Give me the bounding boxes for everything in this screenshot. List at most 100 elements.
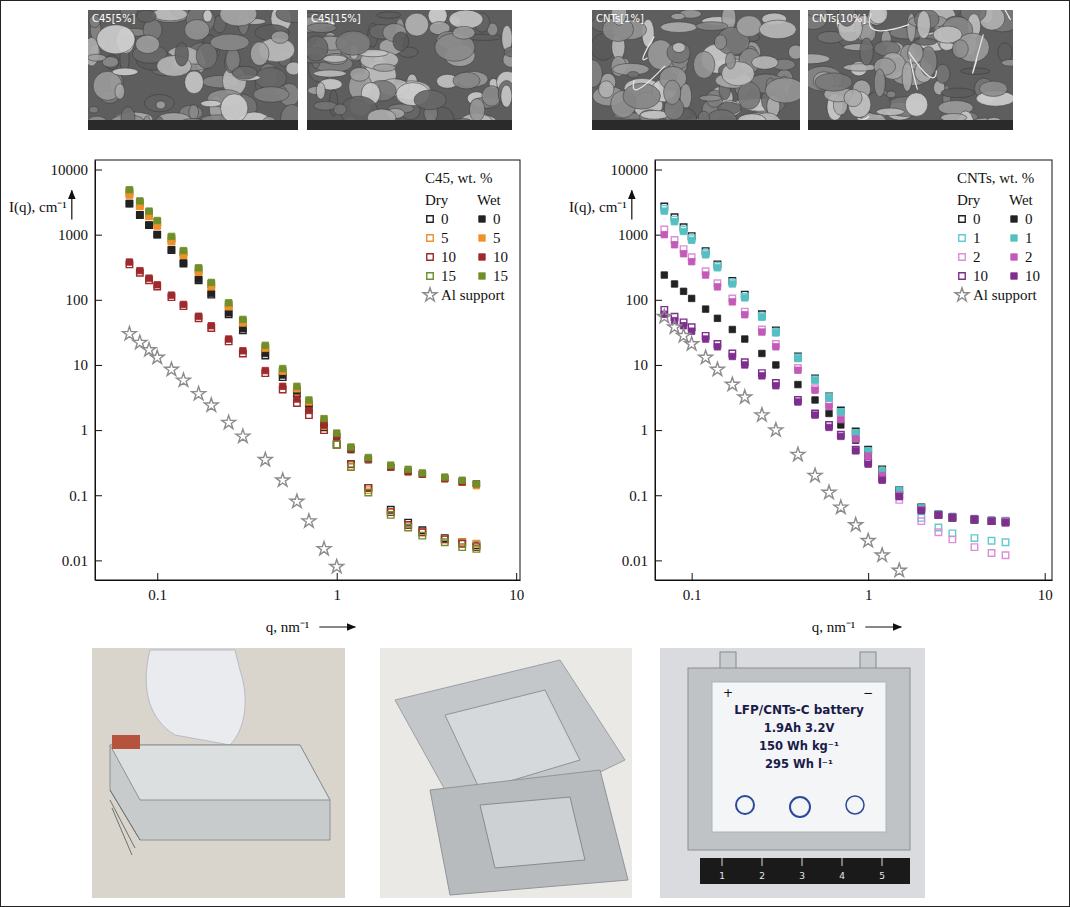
data-point <box>949 515 955 521</box>
data-point <box>688 237 694 243</box>
sem-background <box>307 10 512 130</box>
x-axis-tick: 0.1 <box>683 573 702 603</box>
sem-grain <box>673 43 686 53</box>
data-point <box>168 246 174 252</box>
ruler-label: 2 <box>759 871 765 881</box>
terminal-sign: − <box>863 686 873 700</box>
data-point <box>685 337 699 350</box>
sem-grain <box>952 40 968 58</box>
legend-label: Al support <box>973 287 1038 303</box>
data-point <box>755 408 769 421</box>
data-point <box>236 429 250 442</box>
data-point <box>262 342 268 348</box>
data-point <box>154 231 160 237</box>
data-point <box>473 481 479 487</box>
x-axis-tick-label: 1 <box>333 587 341 603</box>
data-point <box>146 275 152 281</box>
y-axis-tick-mark <box>95 235 102 236</box>
data-point <box>262 367 268 373</box>
data-point <box>852 430 858 436</box>
photo-battery-tab <box>112 735 140 749</box>
data-point <box>208 279 214 285</box>
legend-marker <box>427 235 433 241</box>
data-point <box>192 387 206 400</box>
chart: 0.11100.010.1110100100010000q, nm⁻¹I(q),… <box>9 160 524 635</box>
legend-label: 0 <box>441 211 449 227</box>
data-point <box>988 518 994 524</box>
data-point <box>317 542 331 555</box>
sem-grain <box>97 25 135 54</box>
data-point <box>838 416 844 422</box>
sem-grain <box>271 31 289 44</box>
data-point <box>225 300 231 306</box>
sem-grain <box>671 13 685 19</box>
data-point <box>702 252 708 258</box>
sem-grain <box>405 13 429 36</box>
data-point <box>875 548 889 561</box>
sem-grain <box>453 26 476 39</box>
ruler-tick <box>882 858 883 866</box>
photo-battery-hand <box>92 648 345 898</box>
y-axis-tick-mark <box>655 495 662 496</box>
legend: CNTs, wt. %DryWet0011221010Al support <box>955 170 1040 303</box>
sem-grain <box>874 69 885 97</box>
data-point <box>333 430 339 436</box>
sem-grain <box>941 88 975 98</box>
sem-grain <box>307 23 337 32</box>
data-point <box>849 518 863 531</box>
series <box>126 200 479 487</box>
legend-label: 15 <box>493 268 508 284</box>
data-point <box>988 517 994 523</box>
data-point <box>971 515 977 521</box>
legend-marker <box>959 254 965 260</box>
photo-logo <box>736 796 754 814</box>
series <box>661 231 1009 524</box>
chart: 0.11100.010.1110100100010000q, nm⁻¹I(q),… <box>569 160 1053 635</box>
legend-marker <box>959 216 965 222</box>
sem-grain <box>627 72 639 78</box>
data-point <box>773 329 779 335</box>
x-axis-tick-label: 0.1 <box>148 587 167 603</box>
data-point <box>168 292 174 298</box>
y-axis-tick-label: 0.1 <box>629 488 648 504</box>
terminal-sign: + <box>723 686 733 700</box>
ruler-label: 3 <box>799 871 805 881</box>
data-point <box>388 462 394 468</box>
data-point <box>795 367 801 373</box>
data-point <box>838 409 844 415</box>
sem-grain <box>334 104 347 115</box>
data-point <box>918 518 924 524</box>
sem-grain <box>210 34 249 51</box>
data-point <box>742 362 748 368</box>
data-point <box>826 410 832 416</box>
photo-battery-edge <box>110 790 140 855</box>
legend-marker <box>479 254 485 260</box>
legend-marker <box>479 235 485 241</box>
y-axis-tick-mark <box>95 560 102 561</box>
sem-grain <box>286 62 298 75</box>
data-point <box>208 322 214 328</box>
figure-frame <box>1 1 1070 907</box>
legend-marker <box>479 273 485 279</box>
sem-databar <box>592 120 800 130</box>
data-point <box>142 343 156 356</box>
photo-foil <box>430 770 628 895</box>
x-axis-tick-label: 10 <box>1038 587 1053 603</box>
sem-grain <box>808 54 830 64</box>
legend-marker <box>423 288 437 301</box>
data-point <box>688 258 694 264</box>
series <box>126 192 479 489</box>
data-point <box>865 453 871 459</box>
y-axis-tick-mark <box>655 365 662 366</box>
data-point <box>949 513 955 519</box>
sem-grain <box>350 67 370 81</box>
data-point <box>195 265 201 271</box>
data-point <box>710 362 724 375</box>
x-axis-arrow <box>865 626 901 627</box>
sem-grain <box>232 66 257 79</box>
sem-grain <box>869 10 888 24</box>
data-point <box>742 311 748 317</box>
x-axis-tick-mark <box>692 573 693 580</box>
data-point <box>918 506 924 512</box>
legend-group-head: Dry <box>957 192 981 208</box>
